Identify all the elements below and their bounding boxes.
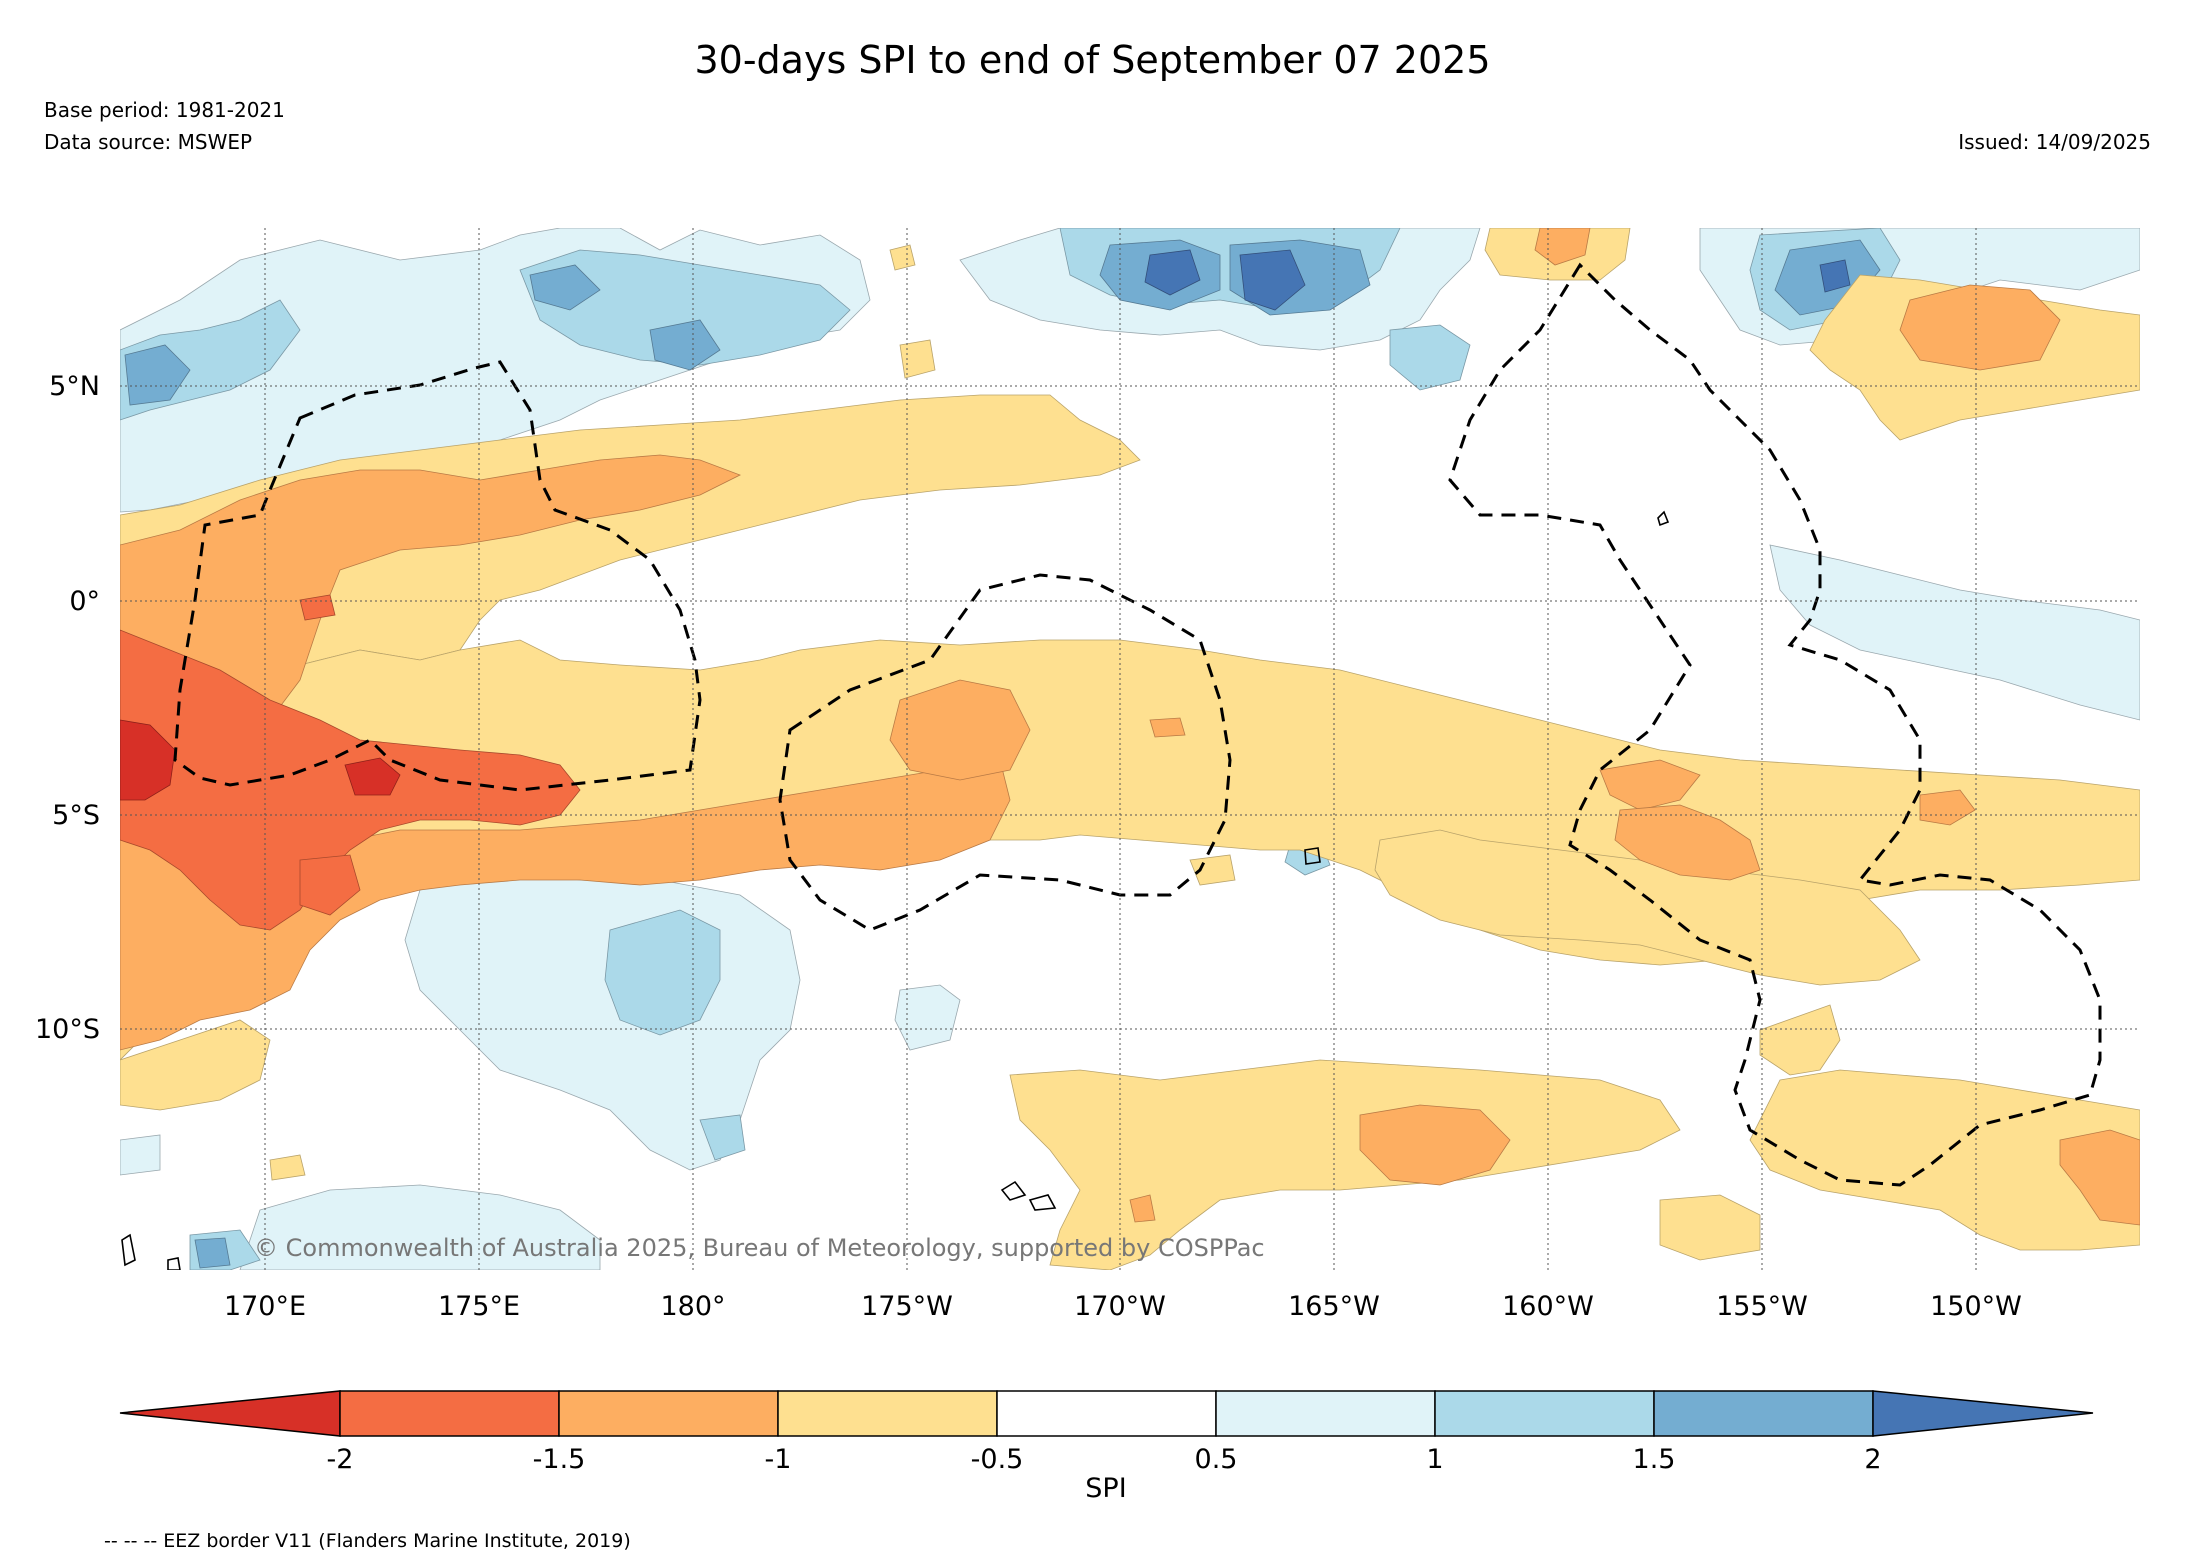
lat-label: 5°S bbox=[52, 800, 100, 831]
islands bbox=[121, 510, 1670, 1270]
lon-label: 160°W bbox=[1502, 1291, 1594, 1322]
lon-label: 170°E bbox=[224, 1291, 306, 1322]
colorbar-ticks: -2 -1.5 -1 -0.5 0.5 1 1.5 2 bbox=[327, 1444, 1882, 1475]
colorbar-tick: 2 bbox=[1864, 1444, 1881, 1475]
colorbar-bin bbox=[996, 1390, 1217, 1437]
colorbar-tick: -0.5 bbox=[971, 1444, 1024, 1475]
colorbar-label: SPI bbox=[1085, 1473, 1126, 1504]
longitude-labels: 170°E 175°E 180° 175°W 170°W 165°W 160°W… bbox=[224, 1291, 2022, 1322]
lon-label: 180° bbox=[660, 1291, 725, 1322]
colorbar-bin bbox=[339, 1390, 560, 1437]
data-source-text: Data source: MSWEP bbox=[44, 130, 253, 154]
spi-wet-extreme-region bbox=[1144, 249, 1851, 311]
lon-label: 150°W bbox=[1930, 1291, 2022, 1322]
colorbar-bin bbox=[1434, 1390, 1655, 1437]
lon-label: 175°E bbox=[438, 1291, 520, 1322]
latitude-labels: 5°N 0° 5°S 10°S bbox=[35, 371, 100, 1045]
colorbar-extend-high bbox=[1872, 1390, 2094, 1437]
graticule bbox=[120, 228, 2140, 1270]
lon-label: 155°W bbox=[1716, 1291, 1808, 1322]
map-title: 30-days SPI to end of September 07 2025 bbox=[694, 38, 1491, 82]
colorbar-tick: 1.5 bbox=[1633, 1444, 1676, 1475]
colorbar-tick: -2 bbox=[327, 1444, 354, 1475]
colorbar bbox=[119, 1390, 2094, 1437]
colorbar-tick: 0.5 bbox=[1195, 1444, 1238, 1475]
lon-label: 170°W bbox=[1074, 1291, 1166, 1322]
issued-date: Issued: 14/09/2025 bbox=[1958, 130, 2151, 154]
colorbar-tick: -1 bbox=[765, 1444, 792, 1475]
eez-borders bbox=[173, 262, 2102, 1187]
colorbar-bin bbox=[777, 1390, 998, 1437]
base-period-text: Base period: 1981-2021 bbox=[44, 98, 285, 122]
copyright-text: © Commonwealth of Australia 2025, Bureau… bbox=[254, 1234, 1265, 1262]
lon-label: 175°W bbox=[861, 1291, 953, 1322]
lon-label: 165°W bbox=[1288, 1291, 1380, 1322]
colorbar-tick: 1 bbox=[1426, 1444, 1443, 1475]
spi-dry-extreme-region bbox=[120, 719, 401, 801]
lat-label: 10°S bbox=[35, 1014, 100, 1045]
colorbar-extend-low bbox=[119, 1390, 341, 1437]
eez-legend-note: -- -- -- EEZ border V11 (Flanders Marine… bbox=[104, 1530, 631, 1552]
lat-label: 5°N bbox=[49, 371, 100, 402]
colorbar-bin bbox=[1653, 1390, 1874, 1437]
lat-label: 0° bbox=[69, 586, 100, 617]
colorbar-bin bbox=[1215, 1390, 1436, 1437]
spi-field bbox=[120, 228, 2140, 1270]
colorbar-bin bbox=[558, 1390, 779, 1437]
colorbar-tick: -1.5 bbox=[533, 1444, 586, 1475]
